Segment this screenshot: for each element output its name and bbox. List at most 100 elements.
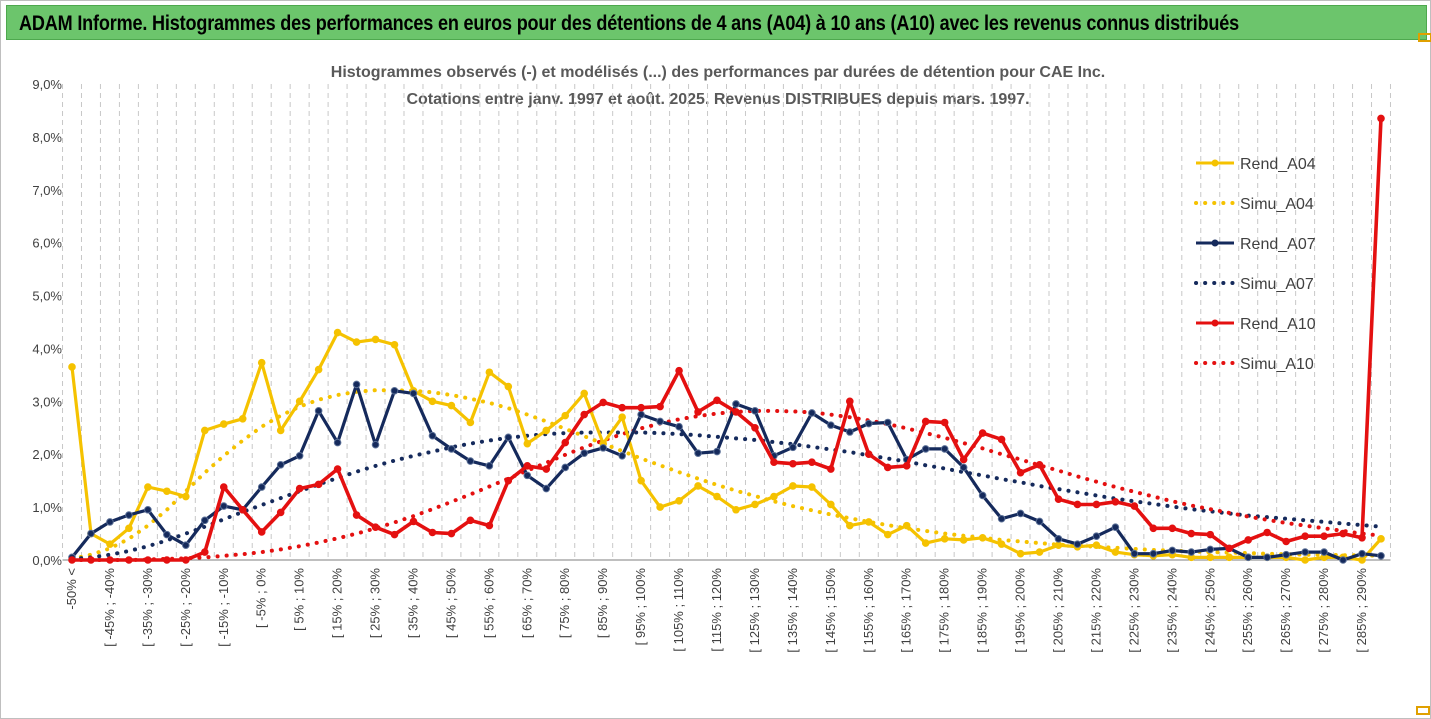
chart-resize-handle-bottom-right[interactable] <box>1416 706 1430 715</box>
x-tick-label: [ -25% ; -20% <box>178 568 193 647</box>
x-tick-label: [ 55% ; 60% <box>481 568 496 639</box>
data-point <box>561 411 570 420</box>
y-tick-label: 4,0% <box>32 341 62 356</box>
data-point <box>1149 549 1158 558</box>
x-tick-label: [ 25% ; 30% <box>368 568 383 639</box>
data-point <box>1054 535 1063 543</box>
data-point <box>390 530 399 539</box>
legend-item-Simu_A07: Simu_A07 <box>1194 276 1314 293</box>
data-point <box>542 484 551 493</box>
data-point <box>219 483 228 491</box>
series-line-Simu_A10 <box>70 408 1383 562</box>
x-tick-label: [ 185% ; 190% <box>975 568 990 653</box>
data-point <box>314 365 323 374</box>
data-point <box>997 435 1006 444</box>
data-point <box>637 476 645 485</box>
data-point <box>144 556 152 564</box>
data-point <box>1206 553 1215 562</box>
data-point <box>1301 532 1309 541</box>
data-point <box>1092 500 1101 509</box>
data-point <box>675 366 683 375</box>
data-point <box>1358 549 1366 558</box>
data-point <box>295 452 304 460</box>
data-point <box>1016 468 1025 477</box>
y-tick-label: 2,0% <box>32 447 62 462</box>
data-point <box>978 533 987 542</box>
y-tick-label: 6,0% <box>32 236 62 251</box>
data-point <box>523 462 532 470</box>
data-point <box>523 439 532 448</box>
legend-item-Simu_A10: Simu_A10 <box>1194 356 1314 373</box>
x-tick-label: [ 125% ; 130% <box>747 568 762 653</box>
data-point <box>523 471 532 480</box>
data-point <box>238 414 247 423</box>
data-point <box>1149 524 1158 533</box>
data-point <box>713 447 721 456</box>
series-line-Rend_A04 <box>70 331 1383 562</box>
x-tick-label: [ 145% ; 150% <box>823 568 838 653</box>
data-point <box>940 418 949 427</box>
data-point <box>1054 541 1063 549</box>
data-point <box>182 492 190 501</box>
data-point <box>1073 500 1082 509</box>
x-tick-label: [ 205% ; 210% <box>1050 568 1065 653</box>
data-point <box>599 398 607 407</box>
data-point <box>333 438 342 447</box>
x-tick-label: [ 135% ; 140% <box>785 568 800 653</box>
data-point <box>219 420 228 428</box>
data-point <box>713 492 721 501</box>
data-point <box>1111 523 1120 532</box>
data-point <box>713 396 721 405</box>
series-line-Simu_A07 <box>70 430 1383 561</box>
x-tick-label: [ 5% ; 10% <box>292 568 307 631</box>
x-tick-label: [ 235% ; 240% <box>1164 568 1179 653</box>
data-point <box>1320 548 1328 556</box>
data-point <box>87 556 95 564</box>
data-point <box>295 484 304 493</box>
grid-lines <box>62 84 1391 560</box>
y-tick-label: 8,0% <box>32 130 62 145</box>
report-banner: ADAM Informe. Histogrammes des performan… <box>6 5 1427 40</box>
data-point <box>504 476 513 485</box>
data-point <box>1282 537 1290 546</box>
data-point <box>846 521 854 530</box>
data-point <box>789 459 797 468</box>
legend-item-Rend_A10: Rend_A10 <box>1196 316 1316 333</box>
data-point <box>940 445 949 453</box>
data-point <box>618 452 626 460</box>
x-tick-label: [ 115% ; 120% <box>709 568 724 652</box>
data-point <box>675 496 683 505</box>
data-point <box>257 528 266 536</box>
data-point <box>846 428 854 436</box>
data-point <box>864 450 873 459</box>
data-point <box>504 433 513 442</box>
data-point <box>846 397 854 406</box>
legend-marker <box>1211 319 1219 327</box>
data-point <box>883 530 892 539</box>
data-point <box>466 516 475 525</box>
data-point <box>1206 530 1215 539</box>
series-Simu_A07 <box>70 430 1383 561</box>
data-point <box>1130 502 1139 510</box>
series-line-Rend_A07 <box>70 382 1382 562</box>
y-tick-label: 3,0% <box>32 394 62 409</box>
data-point <box>1168 546 1177 555</box>
data-point <box>542 426 551 435</box>
x-tick-label: [ 45% ; 50% <box>443 568 458 639</box>
data-point <box>200 548 209 556</box>
data-point <box>371 523 380 532</box>
data-point <box>1263 553 1271 562</box>
axes: 0,0% 1,0% 2,0% 3,0% 4,0% 5,0% 6,0% 7,0% 8,0% 9,0%… <box>32 77 1391 653</box>
legend-label: Simu_A07 <box>1240 276 1314 293</box>
data-point <box>163 530 171 539</box>
data-point <box>295 397 304 406</box>
data-point <box>106 518 114 526</box>
data-point <box>561 438 570 447</box>
data-point <box>163 556 171 564</box>
data-point <box>257 358 266 367</box>
x-tick-label: [ 175% ; 180% <box>937 568 952 653</box>
data-point <box>428 431 437 440</box>
data-point <box>1320 532 1328 541</box>
data-point <box>1358 556 1366 564</box>
data-point <box>1377 551 1385 560</box>
